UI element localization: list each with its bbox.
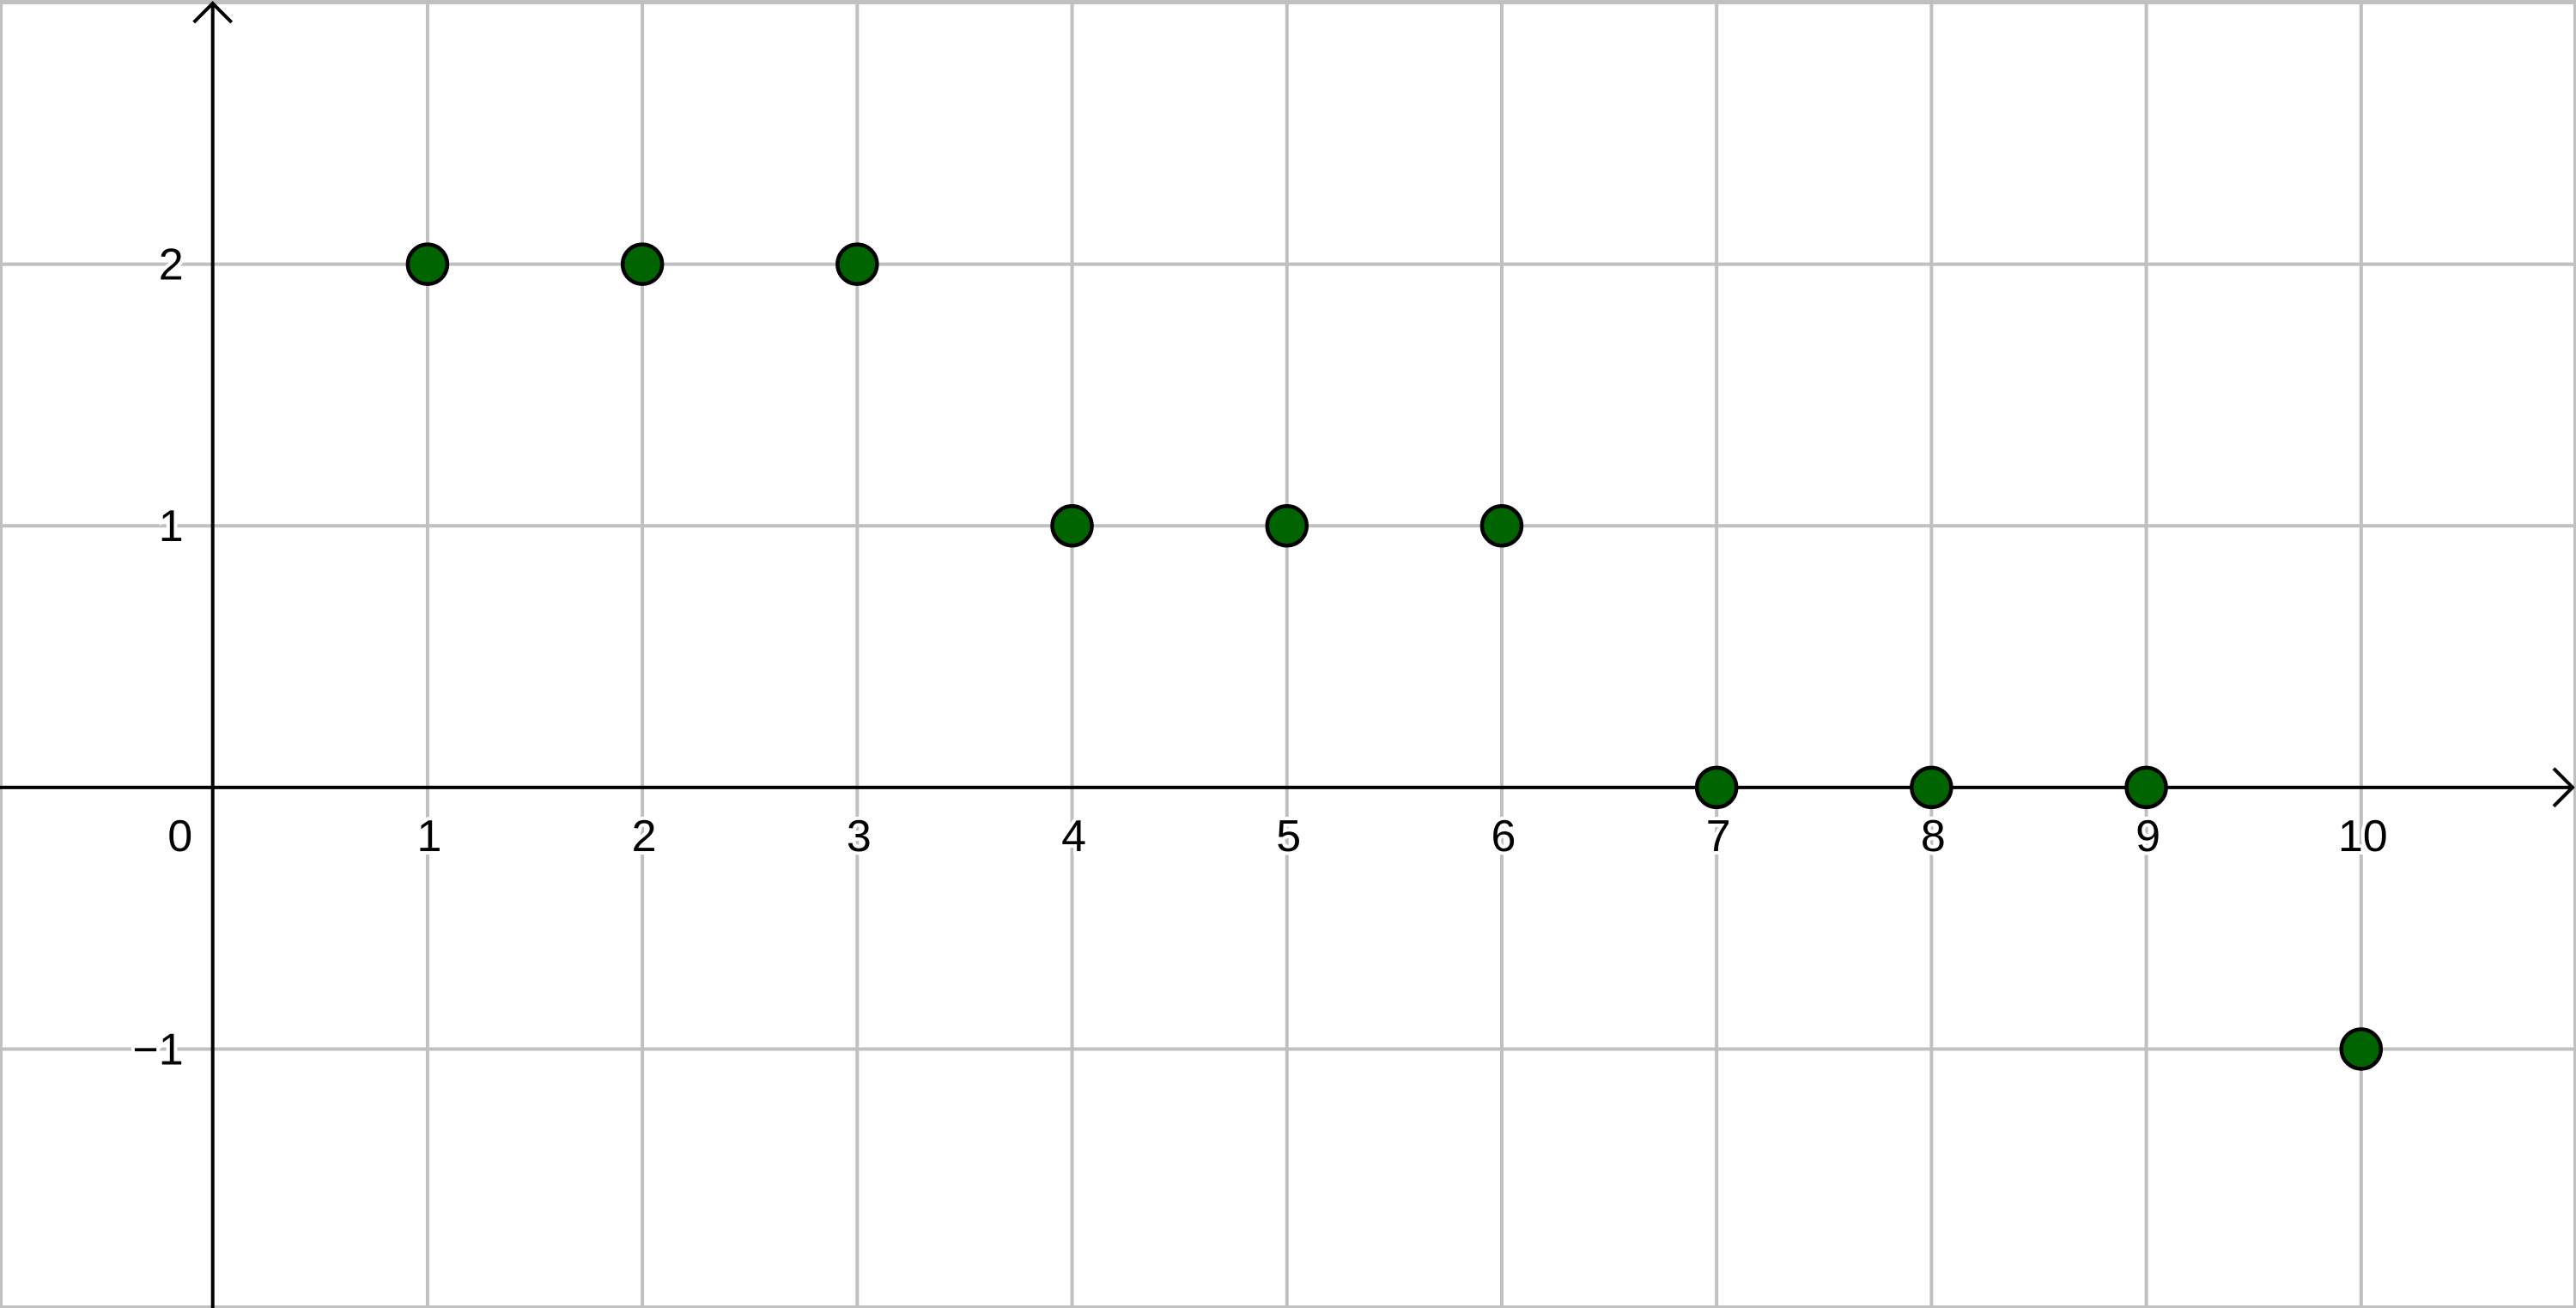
x-tick-label: 8 bbox=[1921, 812, 1946, 861]
x-tick-label: 3 bbox=[847, 812, 872, 861]
data-point bbox=[1265, 503, 1309, 548]
data-point bbox=[2339, 1027, 2384, 1071]
y-tick-label: −1 bbox=[132, 1025, 183, 1074]
y-tick-label: 1 bbox=[159, 502, 184, 551]
x-tick-label: 4 bbox=[1061, 812, 1086, 861]
data-point bbox=[405, 242, 450, 286]
data-point bbox=[835, 242, 879, 286]
data-point bbox=[2124, 765, 2168, 810]
data-point bbox=[620, 242, 665, 286]
x-tick-label: 10 bbox=[2338, 812, 2388, 861]
data-point bbox=[1479, 503, 1524, 548]
y-axis-arrow-icon bbox=[192, 1, 234, 24]
x-tick-label: 9 bbox=[2136, 812, 2160, 861]
x-tick-label: 6 bbox=[1491, 812, 1516, 861]
x-axis-arrow-icon bbox=[2552, 767, 2575, 808]
tick-labels: 0 1 2 3 4 5 6 7 8 9 10 −1 1 2 bbox=[129, 237, 2391, 1079]
data-point bbox=[1694, 765, 1739, 810]
x-tick-label: 1 bbox=[416, 812, 441, 861]
x-tick-label: 0 bbox=[167, 812, 192, 861]
x-tick-label: 7 bbox=[1706, 812, 1731, 861]
x-tick-label: 2 bbox=[632, 812, 657, 861]
x-tick-label: 5 bbox=[1276, 812, 1301, 861]
y-tick-label: 2 bbox=[159, 240, 184, 290]
data-points bbox=[405, 242, 2384, 1071]
data-point bbox=[1050, 503, 1094, 548]
data-point bbox=[1910, 765, 1953, 810]
